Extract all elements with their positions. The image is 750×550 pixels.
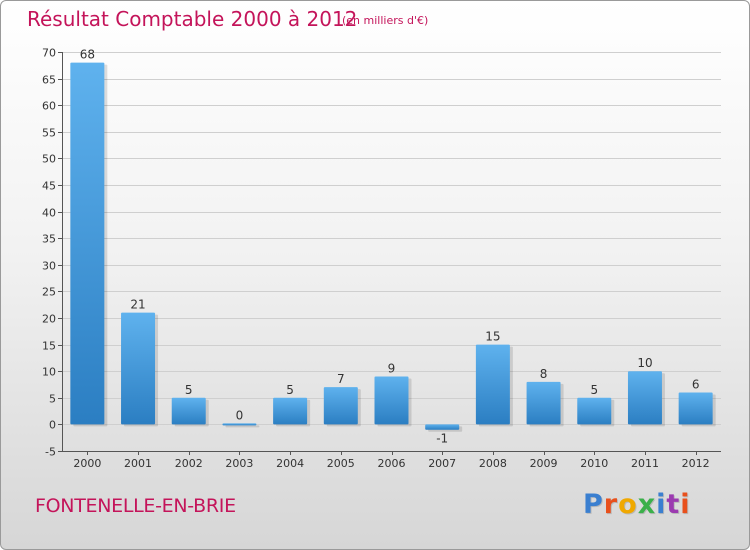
logo-letter: i [656, 489, 667, 520]
bar-2007 [425, 424, 460, 430]
data-label: 9 [388, 362, 396, 376]
chart-subtitle: (en milliers d'€) [342, 14, 429, 27]
y-tick-label: 10 [42, 366, 56, 379]
y-tick-label: -5 [45, 446, 56, 459]
logo-letter: t [666, 489, 681, 520]
bar-2006 [374, 376, 409, 425]
logo-letter: x [637, 489, 657, 520]
commune-name: FONTENELLE-EN-BRIE [35, 495, 236, 517]
bar-2000 [70, 62, 105, 425]
bar-2002 [171, 397, 206, 425]
data-label: 5 [590, 383, 598, 397]
y-tick-label: 55 [42, 127, 56, 140]
x-tick-label: 2003 [225, 457, 253, 470]
data-label: 5 [286, 383, 294, 397]
x-tick-label: 2002 [175, 457, 203, 470]
y-tick-label: 60 [42, 100, 56, 113]
y-tick-label: 45 [42, 180, 56, 193]
bar-2011 [627, 371, 662, 425]
data-label: 6 [692, 377, 700, 391]
x-tick-label: 2007 [428, 457, 456, 470]
y-tick-label: 25 [42, 286, 56, 299]
data-label: 21 [130, 298, 145, 312]
y-tick-label: 20 [42, 313, 56, 326]
data-label: 0 [236, 408, 244, 422]
proxiti-logo[interactable]: Proxiti [583, 489, 691, 520]
x-tick-label: 2006 [378, 457, 406, 470]
x-tick-label: 2004 [276, 457, 304, 470]
bar-2001 [121, 312, 156, 425]
bar-2004 [273, 397, 308, 425]
data-label: 5 [185, 383, 193, 397]
bar-2009 [526, 381, 561, 425]
x-tick-label: 2012 [682, 457, 710, 470]
y-tick-label: 30 [42, 260, 56, 273]
chart-title: Résultat Comptable 2000 à 2012 [27, 7, 358, 31]
data-label: 8 [540, 367, 548, 381]
y-tick-label: 0 [49, 419, 56, 432]
data-label: 10 [637, 356, 652, 370]
logo-letter: o [618, 489, 638, 520]
bar-2008 [475, 344, 510, 425]
x-tick-label: 2001 [124, 457, 152, 470]
logo-letter: P [583, 489, 604, 520]
bar-2010 [577, 397, 612, 425]
data-label: -1 [436, 432, 448, 446]
logo-letter: r [603, 489, 619, 520]
y-tick-label: 5 [49, 393, 56, 406]
y-tick-label: 50 [42, 153, 56, 166]
x-tick-label: 2011 [631, 457, 659, 470]
bar-2005 [323, 387, 358, 425]
y-tick-label: 35 [42, 233, 56, 246]
x-tick-label: 2005 [327, 457, 355, 470]
x-tick-label: 2000 [73, 457, 101, 470]
data-label: 15 [485, 330, 500, 344]
y-tick-label: 15 [42, 340, 56, 353]
logo-letter: i [680, 489, 691, 520]
y-tick-label: 70 [42, 47, 56, 60]
bar-shadow [225, 425, 260, 428]
x-tick-label: 2010 [580, 457, 608, 470]
bar-2003 [222, 423, 257, 426]
y-tick-label: 65 [42, 74, 56, 87]
x-tick-label: 2009 [530, 457, 558, 470]
data-label: 68 [80, 48, 95, 62]
bar-2012 [678, 392, 713, 425]
y-tick-label: 40 [42, 207, 56, 220]
data-labels: 68 21 5 0 5 7 9 -1 15 8 5 10 6 [80, 48, 700, 446]
x-tick-label: 2008 [479, 457, 507, 470]
bars [70, 62, 716, 432]
data-label: 7 [337, 372, 345, 386]
